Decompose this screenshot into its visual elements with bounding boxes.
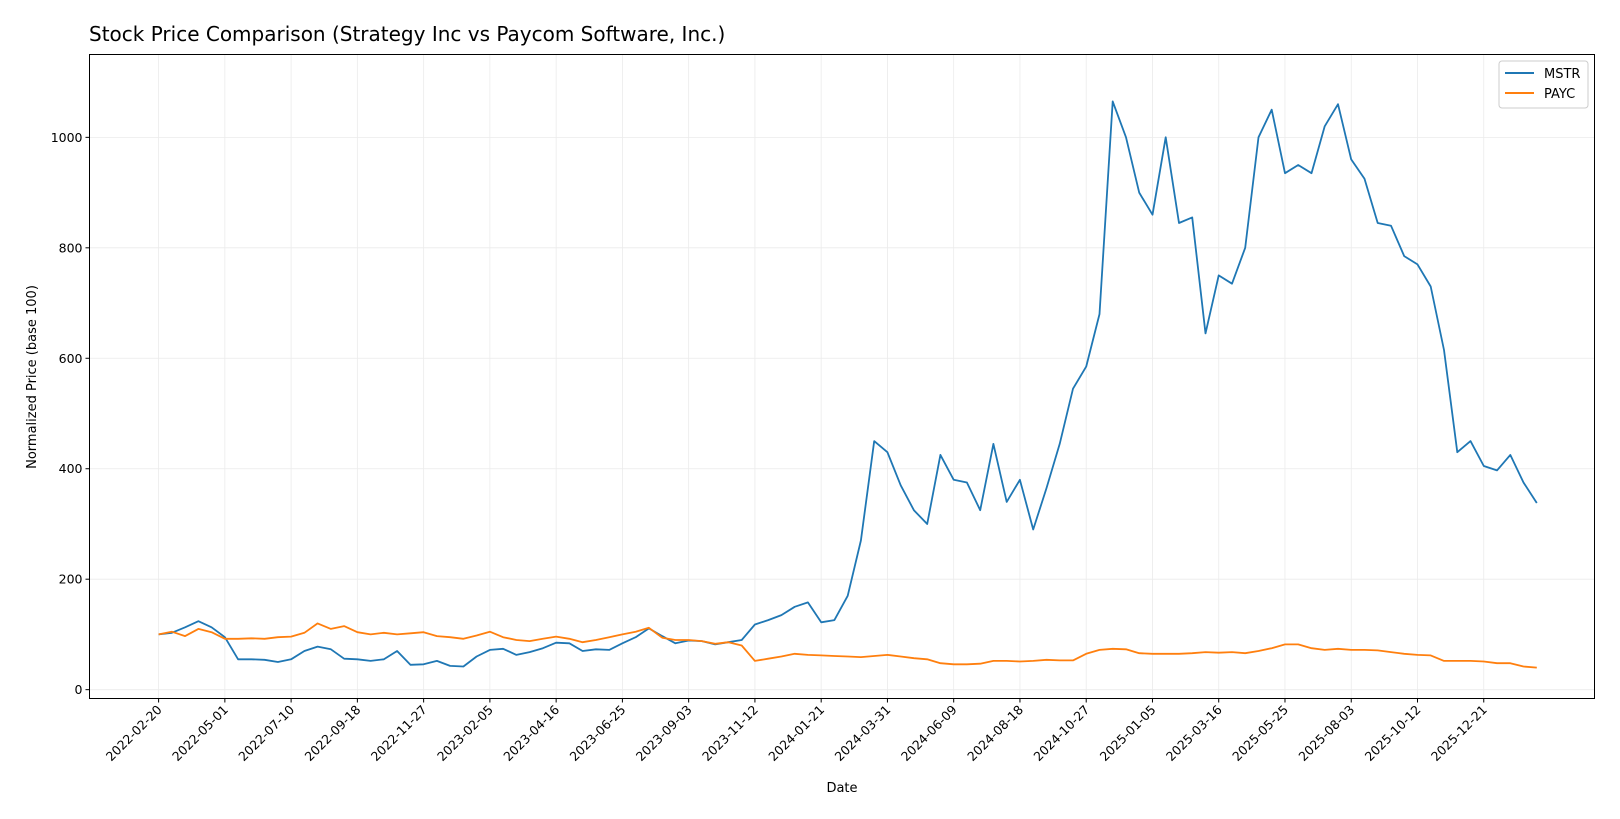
x-tick-label: 2023-04-16 xyxy=(500,702,562,764)
x-tick-label: 2025-03-16 xyxy=(1163,702,1225,764)
legend: MSTR PAYC xyxy=(1498,60,1589,109)
y-axis-label: Normalized Price (base 100) xyxy=(25,285,40,469)
series-lines xyxy=(158,100,1538,669)
chart-title: Stock Price Comparison (Strategy Inc vs … xyxy=(89,22,725,46)
legend-label-payc: PAYC xyxy=(1544,87,1575,102)
y-axis: 0 200 400 600 800 1000 xyxy=(51,130,90,697)
x-axis: 2022-02-20 2022-05-01 2022-07-10 2022-09-18… xyxy=(103,698,1490,764)
x-tick-label: 2022-07-10 xyxy=(235,702,297,764)
x-tick-label: 2023-06-25 xyxy=(567,702,629,764)
series-line-mstr xyxy=(158,100,1538,668)
x-tick-label: 2025-08-03 xyxy=(1295,702,1357,764)
x-tick-label: 2024-06-09 xyxy=(898,702,960,764)
x-axis-label: Date xyxy=(826,781,857,796)
x-tick-label: 2025-10-12 xyxy=(1362,702,1424,764)
x-tick-label: 2025-12-21 xyxy=(1428,702,1490,764)
legend-label-mstr: MSTR xyxy=(1544,67,1580,82)
plot-frame xyxy=(89,54,1595,699)
y-tick-label: 0 xyxy=(75,682,83,697)
x-tick-label: 2022-05-01 xyxy=(169,702,231,764)
y-tick-label: 600 xyxy=(59,351,83,366)
x-tick-label: 2024-10-27 xyxy=(1030,702,1092,764)
series-line-payc xyxy=(158,622,1537,669)
y-tick-label: 800 xyxy=(59,240,83,255)
x-tick-label: 2025-01-05 xyxy=(1097,702,1159,764)
y-tick-label: 200 xyxy=(59,572,83,587)
y-tick-label: 400 xyxy=(59,461,83,476)
x-tick-label: 2024-03-31 xyxy=(832,702,894,764)
x-tick-label: 2023-02-05 xyxy=(434,702,496,764)
y-tick-label: 1000 xyxy=(51,130,83,145)
x-tick-label: 2024-08-18 xyxy=(964,702,1026,764)
x-tick-label: 2023-11-12 xyxy=(699,702,761,764)
x-tick-label: 2024-01-21 xyxy=(765,702,827,764)
x-tick-label: 2022-11-27 xyxy=(368,702,430,764)
grid xyxy=(89,54,1595,699)
x-tick-label: 2022-09-18 xyxy=(302,702,364,764)
x-tick-label: 2025-05-25 xyxy=(1229,702,1291,764)
x-tick-label: 2022-02-20 xyxy=(103,702,165,764)
x-tick-label: 2023-09-03 xyxy=(633,702,695,764)
